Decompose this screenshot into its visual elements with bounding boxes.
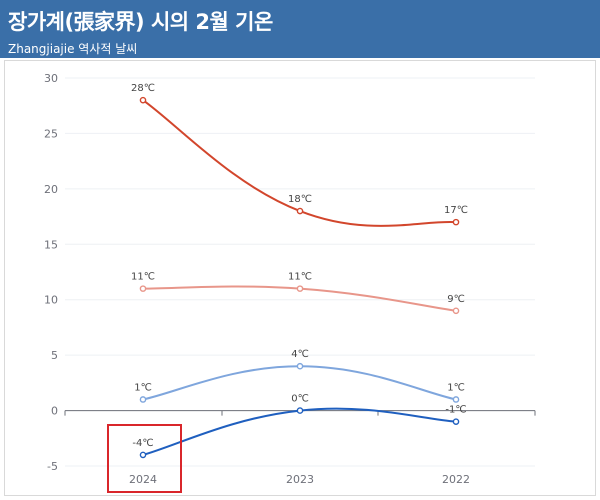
data-label: 0℃ bbox=[291, 394, 309, 405]
y-tick-label: 30 bbox=[44, 72, 58, 85]
y-tick-label: 5 bbox=[51, 349, 58, 362]
x-tick-label: 2024 bbox=[129, 473, 157, 486]
data-label: 9℃ bbox=[447, 294, 465, 305]
page-title: 장가계(張家界) 시의 2월 기온 bbox=[8, 10, 273, 34]
header-bar: 장가계(張家界) 시의 2월 기온 Zhangjiajie 역사적 날씨 bbox=[0, 0, 600, 58]
series-line bbox=[142, 407, 457, 456]
chart-panel bbox=[4, 60, 596, 496]
data-label: 18℃ bbox=[288, 194, 312, 205]
data-label: 4℃ bbox=[291, 349, 309, 360]
y-tick-label: -5 bbox=[47, 460, 58, 473]
highlight-box bbox=[107, 424, 182, 493]
data-label: 17℃ bbox=[444, 205, 468, 216]
x-tick-label: 2023 bbox=[286, 473, 314, 486]
data-label: 1℃ bbox=[447, 382, 465, 393]
data-point bbox=[296, 285, 304, 292]
data-point bbox=[452, 396, 460, 403]
page-subtitle: Zhangjiajie 역사적 날씨 bbox=[8, 42, 138, 56]
data-point bbox=[296, 407, 304, 414]
x-tick-label: 2022 bbox=[442, 473, 470, 486]
data-label: 11℃ bbox=[131, 272, 155, 283]
y-tick-label: 0 bbox=[51, 405, 58, 418]
data-point bbox=[452, 218, 460, 226]
y-tick-label: 25 bbox=[44, 127, 58, 140]
y-tick-label: 15 bbox=[44, 238, 58, 251]
data-label: -1℃ bbox=[445, 405, 466, 416]
data-point bbox=[139, 451, 147, 459]
series-line bbox=[142, 99, 457, 227]
data-point bbox=[296, 207, 304, 215]
y-tick-label: 20 bbox=[44, 183, 58, 196]
data-label: 11℃ bbox=[288, 272, 312, 283]
data-point bbox=[296, 362, 304, 370]
data-point bbox=[139, 285, 147, 292]
y-tick-label: 10 bbox=[44, 294, 58, 307]
data-point bbox=[452, 418, 460, 425]
data-point bbox=[452, 307, 460, 315]
data-label: 28℃ bbox=[131, 83, 155, 94]
data-point bbox=[139, 396, 147, 403]
data-label: 1℃ bbox=[134, 382, 152, 393]
data-label: -4℃ bbox=[132, 438, 153, 449]
data-point bbox=[139, 96, 147, 104]
